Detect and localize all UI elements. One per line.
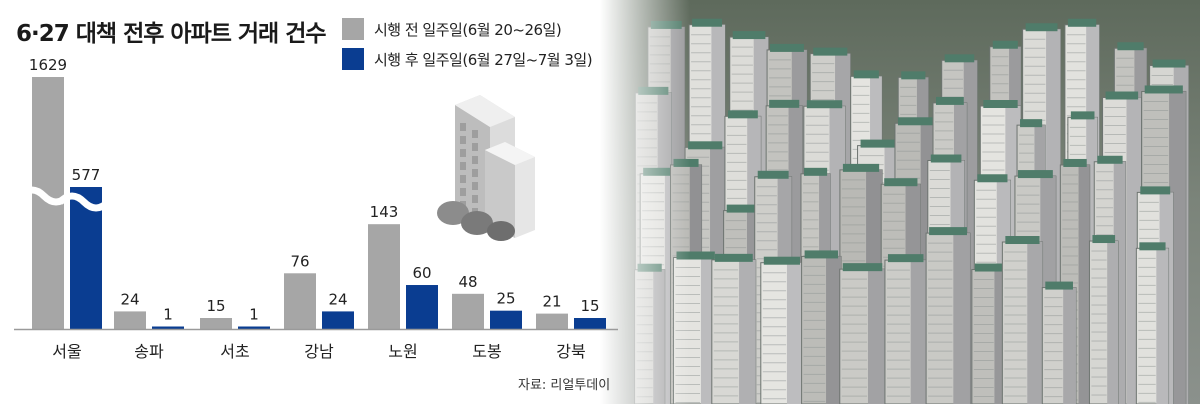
photo-fade xyxy=(600,0,690,404)
axis-break xyxy=(17,186,111,212)
bar-before xyxy=(452,293,484,329)
value-label-after: 60 xyxy=(412,264,431,282)
chart-title: 6·27 대책 전후 아파트 거래 건수 xyxy=(16,21,327,47)
building-illustration-icon xyxy=(437,95,535,241)
category-label: 도봉 xyxy=(472,342,501,361)
value-label-after: 1 xyxy=(163,306,173,324)
value-label-before: 76 xyxy=(290,252,309,270)
legend-item-before: 시행 전 일주일(6월 20~26일) xyxy=(342,16,592,42)
bar-after xyxy=(238,326,270,329)
bar-before xyxy=(536,313,568,329)
bar-after xyxy=(322,311,354,329)
category-label: 노원 xyxy=(388,342,417,361)
category-labels: 서울 송파 서초 강남 노원 도봉 강북 xyxy=(52,342,585,361)
value-labels: 1629 577 24 1 15 1 76 24 143 60 48 25 21 15 xyxy=(29,56,600,324)
bar-before xyxy=(284,273,316,329)
bar-after xyxy=(490,310,522,329)
bar-before xyxy=(200,318,232,329)
value-label-after: 1 xyxy=(249,306,259,324)
legend-swatch-after xyxy=(342,48,364,70)
category-label: 서초 xyxy=(220,342,249,361)
value-label-before: 15 xyxy=(206,297,225,315)
value-label-after: 15 xyxy=(580,297,599,315)
source-note: 자료: 리얼투데이 xyxy=(518,378,611,393)
value-label-after: 24 xyxy=(328,290,347,308)
legend-label-after: 시행 후 일주일(6월 27일~7월 3일) xyxy=(374,50,593,69)
bar-after xyxy=(406,285,438,329)
legend: 시행 전 일주일(6월 20~26일) 시행 후 일주일(6월 27일~7월 3… xyxy=(342,16,593,76)
category-label: 송파 xyxy=(134,342,164,361)
value-label-after: 577 xyxy=(72,166,101,184)
category-label: 서울 xyxy=(52,342,81,361)
value-label-before: 21 xyxy=(542,293,561,311)
value-label-before: 1629 xyxy=(29,56,67,74)
bar-before xyxy=(114,311,146,329)
legend-label-before: 시행 전 일주일(6월 20~26일) xyxy=(374,20,562,39)
category-label: 강북 xyxy=(556,342,585,361)
legend-item-after: 시행 후 일주일(6월 27일~7월 3일) xyxy=(342,46,593,72)
value-label-before: 48 xyxy=(458,273,477,291)
legend-swatch-before xyxy=(342,18,364,40)
bar-chart: 1629 577 24 1 15 1 76 24 143 60 48 25 21 15 서울 송파 서초 강남 노원… xyxy=(14,56,618,361)
category-label: 강남 xyxy=(304,342,334,361)
value-label-after: 25 xyxy=(496,290,515,308)
bar-after xyxy=(152,326,184,329)
bar-after xyxy=(574,318,606,329)
value-label-before: 143 xyxy=(370,203,399,221)
bar-before xyxy=(368,224,400,329)
apartment-towers xyxy=(634,18,1189,404)
bars xyxy=(32,77,606,329)
value-label-before: 24 xyxy=(120,290,139,308)
